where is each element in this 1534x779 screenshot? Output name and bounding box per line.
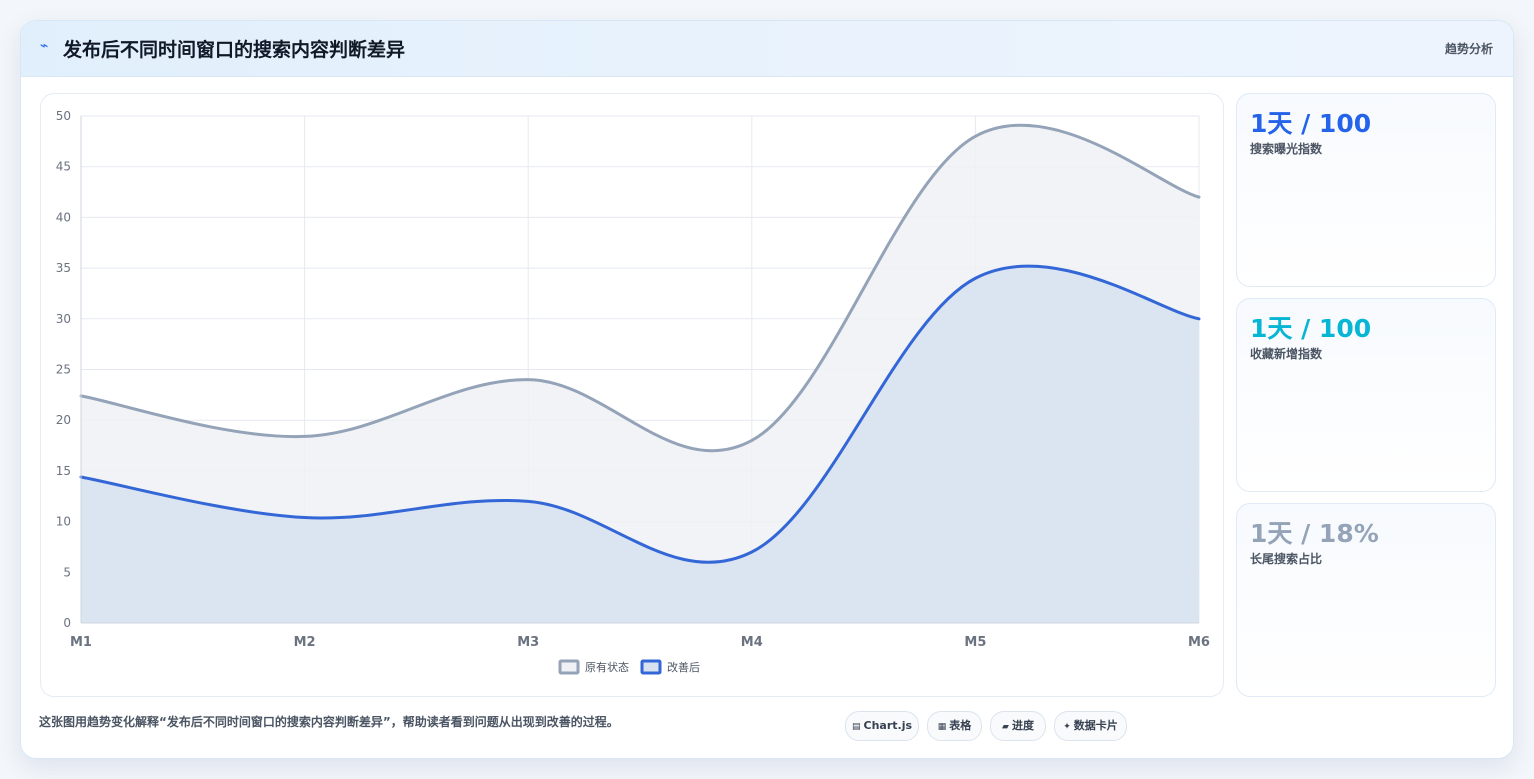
stat-value: 1天 / 100 — [1250, 109, 1372, 138]
stat-label: 搜索曝光指数 — [1250, 142, 1323, 156]
x-tick-label: M1 — [70, 635, 92, 650]
y-tick-label: 20 — [56, 413, 71, 427]
stat-card-search-exposure: 1天 / 100 搜索曝光指数 — [1236, 93, 1496, 287]
chip-chartjs[interactable]: ▤ Chart.js — [845, 711, 919, 741]
chip-label: 表格 — [949, 719, 972, 732]
chip-label: 数据卡片 — [1073, 719, 1118, 732]
x-tick-label: M2 — [294, 635, 316, 650]
stat-card-favorites: 1天 / 100 收藏新增指数 — [1236, 298, 1496, 492]
card-header: ⌁ 发布后不同时间窗口的搜索内容判断差异 趋势分析 — [21, 21, 1513, 77]
chip-table[interactable]: ▦ 表格 — [927, 711, 982, 741]
category-tag: 趋势分析 — [1444, 42, 1493, 56]
stat-value: 1天 / 100 — [1250, 314, 1372, 343]
chart-icon: ▤ — [851, 722, 861, 732]
y-tick-label: 25 — [56, 363, 71, 377]
x-tick-label: M3 — [517, 635, 539, 650]
x-tick-label: M6 — [1188, 635, 1210, 650]
area-chart: 0 5 10 15 20 25 30 35 40 45 50 M1 M2 M3 M4 M5 M6 原有状态 改善后 — [56, 109, 1210, 675]
legend-swatch — [558, 659, 580, 675]
y-tick-label: 30 — [56, 312, 71, 326]
page-title: 发布后不同时间窗口的搜索内容判断差异 — [63, 39, 406, 61]
stat-label: 长尾搜索占比 — [1250, 552, 1323, 566]
x-tick-label: M4 — [741, 635, 763, 650]
trend-card: ⌁ 发布后不同时间窗口的搜索内容判断差异 趋势分析 0 5 10 15 20 25 30 35… — [20, 20, 1514, 759]
y-tick-label: 50 — [56, 109, 71, 123]
x-tick-label: M5 — [964, 635, 986, 650]
chip-label: 进度 — [1011, 719, 1034, 732]
stat-card-longtail: 1天 / 18% 长尾搜索占比 — [1236, 503, 1496, 697]
chart-caption: 这张图用趋势变化解释“发布后不同时间窗口的搜索内容判断差异”，帮助读者看到问题从… — [39, 715, 619, 729]
chart-panel: 0 5 10 15 20 25 30 35 40 45 50 M1 M2 M3 M4 M5 M6 原有状态 改善后 — [40, 93, 1224, 697]
chip-data-card[interactable]: ✦ 数据卡片 — [1054, 711, 1127, 741]
stat-value: 1天 / 18% — [1250, 519, 1379, 548]
y-tick-label: 5 — [63, 565, 71, 579]
chip-label: Chart.js — [863, 719, 913, 732]
series-line-original — [79, 123, 1201, 453]
trend-line-icon: ⌁ — [40, 38, 49, 54]
stat-label: 收藏新增指数 — [1250, 347, 1323, 361]
series-line-improved — [79, 264, 1201, 564]
y-tick-label: 40 — [56, 210, 71, 224]
y-tick-label: 0 — [63, 616, 71, 630]
y-tick-label: 35 — [56, 261, 71, 275]
table-icon: ▦ — [937, 722, 947, 732]
y-tick-label: 15 — [56, 464, 71, 478]
series-area-improved — [81, 266, 1199, 623]
data-card-icon: ✦ — [1063, 722, 1071, 732]
legend-label: 改善后 — [667, 660, 700, 674]
chip-progress[interactable]: ▰ 进度 — [990, 711, 1046, 741]
y-tick-label: 45 — [56, 160, 71, 174]
legend-label: 原有状态 — [585, 660, 629, 674]
legend-swatch — [640, 659, 662, 675]
progress-icon: ▰ — [1002, 722, 1009, 732]
y-tick-label: 10 — [56, 515, 71, 529]
